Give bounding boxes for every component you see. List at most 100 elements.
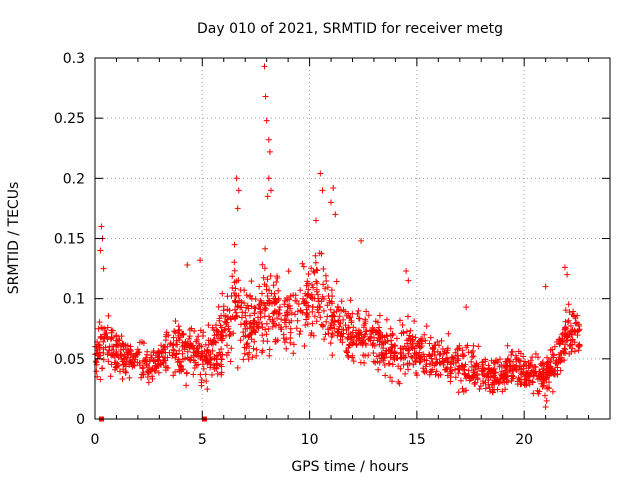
- data-point: [277, 304, 283, 310]
- data-point: [502, 363, 509, 370]
- data-point: [353, 337, 360, 344]
- data-point: [317, 314, 324, 321]
- data-point: [436, 342, 442, 349]
- data-point: [329, 293, 336, 300]
- data-point: [202, 354, 209, 360]
- data-point: [163, 333, 170, 340]
- data-point: [532, 350, 539, 357]
- data-point: [385, 346, 392, 353]
- data-point: [178, 359, 184, 365]
- y-tick-label: 0.15: [54, 232, 85, 248]
- data-point: [468, 358, 475, 365]
- data-point: [405, 366, 412, 373]
- data-point: [485, 370, 492, 376]
- data-point: [95, 352, 102, 359]
- data-point: [97, 333, 104, 340]
- data-point: [259, 290, 265, 297]
- y-axis-label: SRMTID / TECUs: [6, 182, 22, 295]
- data-point: [301, 298, 308, 305]
- data-point: [535, 376, 541, 383]
- data-point: [186, 327, 193, 333]
- data-point: [108, 361, 115, 368]
- data-point: [213, 364, 220, 371]
- data-point: [568, 331, 575, 338]
- data-point: [216, 315, 223, 322]
- data-point: [186, 335, 192, 342]
- data-point: [257, 297, 264, 304]
- data-point: [242, 325, 249, 332]
- data-point: [421, 331, 428, 338]
- data-point: [505, 357, 512, 364]
- data-point: [441, 366, 448, 373]
- data-point: [272, 338, 279, 345]
- data-point: [191, 365, 198, 371]
- data-point: [562, 341, 569, 348]
- data-point: [240, 333, 247, 340]
- data-point: [490, 389, 496, 396]
- data-point: [226, 328, 233, 335]
- data-point: [456, 342, 463, 349]
- data-point: [320, 307, 327, 314]
- data-point: [186, 356, 193, 363]
- data-point: [221, 327, 228, 334]
- data-point-outlier: [358, 237, 365, 244]
- data-point: [239, 309, 246, 316]
- data-point-outlier: [268, 187, 274, 194]
- data-point: [231, 267, 238, 274]
- data-point-outlier: [463, 304, 470, 311]
- data-point: [383, 316, 390, 323]
- data-point: [305, 313, 312, 320]
- data-point: [433, 356, 440, 363]
- data-point: [397, 350, 404, 357]
- data-point: [202, 371, 209, 378]
- data-point: [529, 378, 536, 385]
- data-point: [314, 280, 321, 287]
- data-point: [311, 295, 318, 302]
- data-point: [170, 346, 177, 353]
- data-point: [143, 362, 150, 369]
- data-point: [231, 259, 238, 266]
- data-point: [113, 337, 119, 344]
- data-point: [243, 292, 250, 299]
- data-point-outlier: [233, 175, 240, 182]
- data-point: [287, 325, 294, 332]
- data-point: [290, 350, 297, 357]
- data-point-outlier: [184, 262, 191, 268]
- data-point: [470, 374, 477, 380]
- data-point: [284, 312, 291, 318]
- data-point: [243, 345, 250, 352]
- data-point: [146, 356, 153, 363]
- data-point: [238, 304, 245, 311]
- data-point: [361, 322, 368, 329]
- data-point: [204, 386, 211, 393]
- data-point: [371, 334, 377, 341]
- data-point: [569, 336, 576, 343]
- data-point: [454, 346, 461, 353]
- data-point: [345, 342, 352, 349]
- data-point: [305, 280, 311, 287]
- data-point: [228, 345, 235, 352]
- data-point: [283, 323, 290, 330]
- data-point: [263, 331, 270, 338]
- data-point: [207, 361, 214, 368]
- data-point: [169, 342, 176, 349]
- data-point: [219, 290, 226, 297]
- data-point: [544, 354, 550, 361]
- data-point-outlier: [330, 185, 337, 191]
- data-point: [561, 325, 568, 332]
- data-point: [319, 322, 326, 329]
- data-point: [100, 338, 107, 345]
- data-point: [420, 365, 427, 372]
- data-point: [262, 245, 269, 252]
- data-point-outlier: [561, 264, 568, 271]
- data-point: [482, 356, 489, 363]
- data-point: [274, 315, 280, 322]
- data-point: [275, 287, 282, 294]
- data-point: [197, 371, 204, 378]
- tick-labels: 0 0.05 0.1 0.15 0.2 0.25 0.3 0 5 10 15 20: [54, 51, 533, 448]
- data-point: [565, 317, 572, 324]
- data-point: [322, 272, 329, 279]
- data-point: [437, 360, 444, 367]
- data-point: [213, 322, 219, 329]
- data-point: [433, 368, 440, 375]
